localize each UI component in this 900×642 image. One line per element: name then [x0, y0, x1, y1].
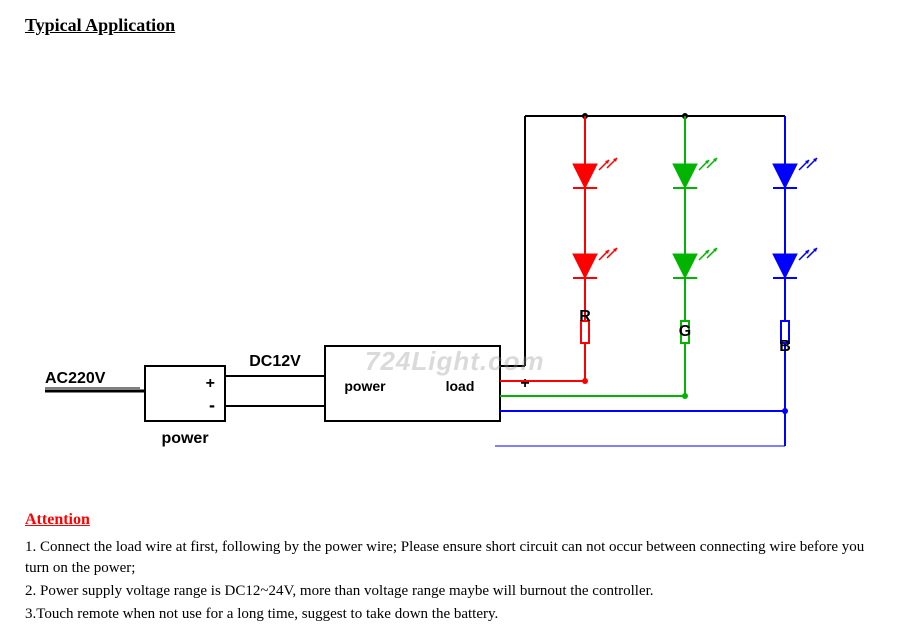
attention-heading: Attention: [25, 511, 875, 529]
note-line: 3.Touch remote when not use for a long t…: [25, 604, 875, 625]
svg-text:R: R: [579, 308, 591, 325]
svg-text:AC220V: AC220V: [45, 370, 106, 387]
svg-text:load: load: [446, 378, 475, 394]
svg-text:DC12V: DC12V: [249, 353, 301, 370]
svg-text:B: B: [779, 338, 791, 355]
circuit-diagram: AC220V+-powerDC12Vpowerload+RGB 724Light…: [25, 46, 875, 486]
circuit-svg: AC220V+-powerDC12Vpowerload+RGB: [25, 46, 875, 486]
svg-text:-: -: [209, 395, 215, 415]
note-line: 2. Power supply voltage range is DC12~24…: [25, 581, 875, 602]
svg-text:+: +: [520, 375, 529, 392]
page-title: Typical Application: [25, 15, 875, 36]
attention-notes: 1. Connect the load wire at first, follo…: [25, 537, 875, 625]
svg-text:+: +: [206, 375, 215, 392]
svg-text:power: power: [344, 378, 386, 394]
svg-text:G: G: [679, 323, 691, 340]
note-line: 1. Connect the load wire at first, follo…: [25, 537, 875, 579]
svg-text:power: power: [161, 430, 208, 447]
